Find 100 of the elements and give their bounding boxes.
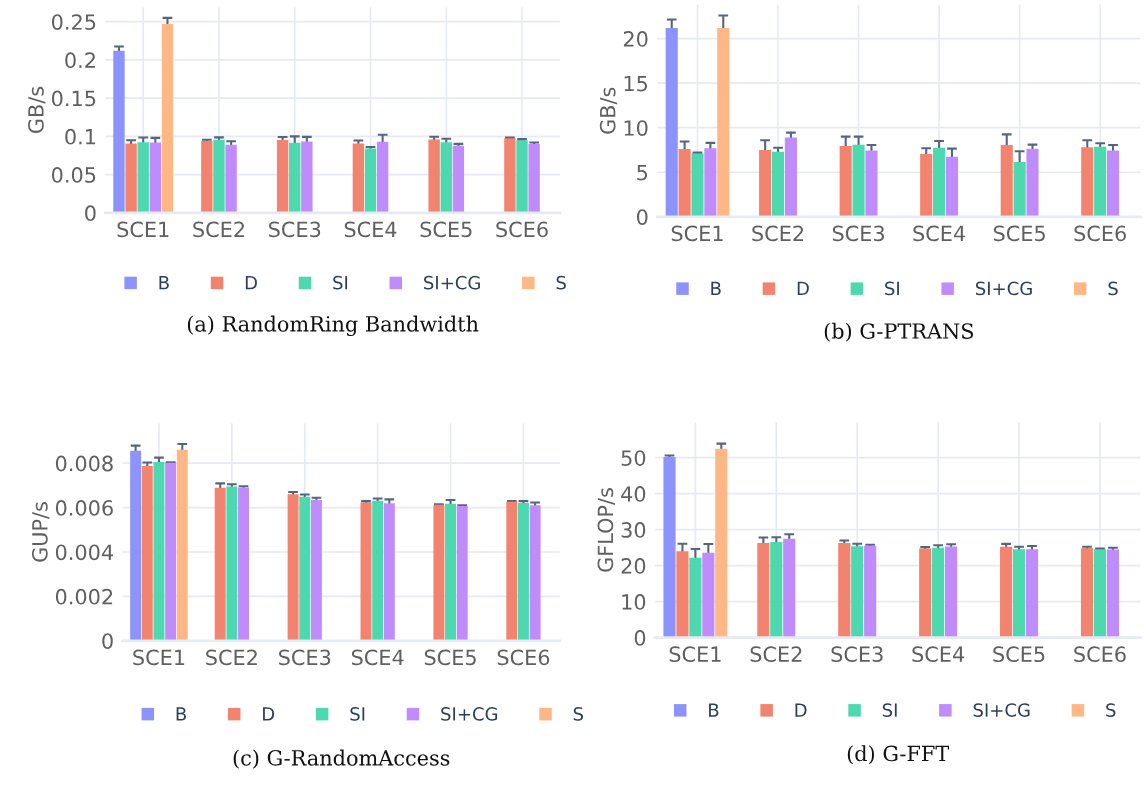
bar	[852, 144, 865, 217]
legend-label: S	[573, 707, 584, 721]
legend-label: D	[245, 276, 257, 290]
y-tick-label: 40	[621, 486, 646, 502]
x-tick-label: SCE2	[206, 649, 257, 666]
bar	[238, 487, 250, 641]
bar	[770, 541, 783, 638]
bar	[784, 137, 797, 217]
bar	[933, 147, 946, 217]
bar	[364, 148, 377, 213]
x-tick-label: SCE4	[912, 646, 965, 663]
x-tick-label: SCE3	[831, 646, 883, 663]
x-tick-label: SCE6	[1074, 225, 1126, 242]
bar	[125, 143, 137, 213]
x-tick-label: SCE2	[193, 221, 244, 238]
bar	[864, 545, 877, 638]
bar	[865, 150, 878, 217]
bar	[1012, 549, 1026, 638]
bar	[1025, 549, 1039, 638]
bar	[759, 149, 772, 217]
legend-label: B	[176, 707, 186, 721]
legend-label: D	[795, 703, 807, 717]
bar	[383, 503, 395, 641]
y-tick-label: 0.004	[55, 544, 114, 561]
legend-label: SI	[350, 707, 365, 721]
bar	[717, 27, 730, 217]
y-tick-label: 5	[637, 164, 648, 181]
y-axis-title: GUP/s	[31, 502, 50, 562]
bar	[678, 149, 691, 217]
legend-label: SI+CG	[975, 281, 1032, 296]
bar	[839, 145, 852, 217]
bar	[299, 496, 311, 641]
text: (a) RandomRing Bandwidth	[187, 315, 479, 337]
x-tick-label: SCE3	[269, 221, 321, 238]
bar	[141, 466, 153, 641]
text: (d) G-FFT	[847, 745, 950, 765]
x-tick-label: SCE2	[752, 225, 804, 242]
legend-label: D	[263, 707, 275, 721]
text: (c) G-RandomAccess	[233, 749, 450, 769]
bar	[360, 502, 372, 641]
y-tick-label: 0.1	[65, 128, 96, 145]
x-tick-label: SCE4	[344, 221, 397, 238]
bar	[1094, 146, 1107, 217]
y-tick-label: 0.2	[65, 52, 95, 69]
legend-label: SI+CG	[973, 703, 1030, 717]
text: (b) G-PTRANS	[824, 322, 974, 342]
bar	[783, 538, 796, 638]
bar	[932, 547, 945, 638]
x-tick-label: SCE2	[750, 646, 802, 663]
bar	[757, 542, 770, 638]
bar	[428, 139, 440, 213]
legend-label: S	[556, 275, 566, 290]
y-tick-label: 0	[102, 633, 113, 649]
bar	[452, 145, 465, 213]
x-tick-label: SCE6	[1074, 646, 1126, 663]
y-tick-label: 0.006	[55, 500, 113, 516]
y-tick-label: 0.15	[51, 90, 96, 107]
legend-label: S	[1108, 281, 1118, 296]
legend-label: B	[159, 276, 169, 290]
bar	[704, 148, 717, 217]
bar	[1106, 549, 1119, 638]
legend-label: SI+CG	[441, 707, 498, 721]
y-tick-label: 20	[621, 558, 646, 574]
bar	[149, 142, 162, 213]
x-tick-label: SCE6	[496, 221, 548, 238]
y-tick-label: 0	[634, 630, 646, 646]
bar	[287, 494, 299, 641]
bar	[376, 141, 389, 213]
y-tick-label: 0.002	[55, 588, 113, 605]
bar	[433, 504, 445, 641]
x-tick-label: SCE1	[669, 646, 721, 663]
bar	[310, 500, 322, 641]
bar	[1093, 549, 1107, 638]
bar	[1013, 162, 1026, 217]
legend-label: B	[709, 703, 719, 717]
x-tick-label: SCE3	[279, 649, 331, 666]
y-tick-label: 15	[624, 75, 648, 92]
x-tick-label: SCE1	[117, 221, 169, 238]
bar	[176, 449, 188, 641]
bar	[1106, 150, 1120, 217]
x-tick-label: SCE6	[497, 649, 550, 666]
bar	[945, 546, 958, 638]
bar	[676, 551, 689, 638]
bar	[445, 503, 457, 641]
legend-label: S	[1106, 703, 1116, 717]
bar	[1000, 145, 1013, 217]
y-axis-title: GB/s	[28, 86, 46, 133]
bar	[1026, 148, 1039, 217]
bar	[226, 486, 238, 641]
bar	[504, 138, 516, 213]
bar	[137, 142, 149, 213]
bar	[440, 142, 452, 213]
legend-label: SI	[882, 703, 897, 717]
bar	[225, 144, 237, 213]
bar	[663, 456, 676, 638]
y-tick-label: 0	[85, 205, 96, 222]
y-tick-label: 0.008	[55, 455, 113, 472]
y-tick-label: 10	[624, 120, 648, 136]
x-tick-label: SCE4	[351, 649, 404, 666]
bar	[702, 552, 715, 638]
